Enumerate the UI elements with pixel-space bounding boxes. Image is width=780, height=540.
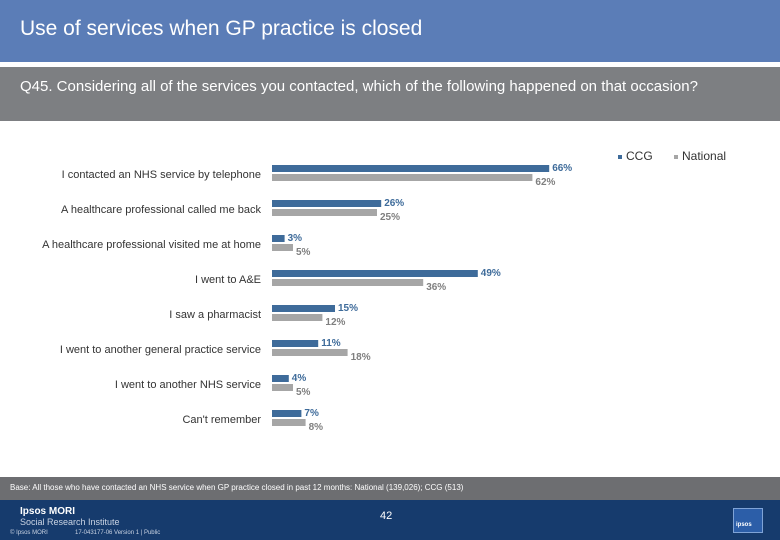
data-label-national: 62% [535,177,555,188]
data-label-ccg: 26% [384,198,404,209]
category-label: A healthcare professional visited me at … [42,239,261,251]
title-bar: Use of services when GP practice is clos… [0,0,780,62]
base-bar: Base: All those who have contacted an NH… [0,477,780,500]
data-label-ccg: 4% [292,373,307,384]
bar-national [272,174,533,181]
bar-ccg [272,200,382,207]
data-label-ccg: 3% [288,233,303,244]
data-label-ccg: 7% [304,408,319,419]
bar-chart: I contacted an NHS service by telephone 6… [42,163,572,433]
data-label-ccg: 11% [321,338,341,349]
data-label-national: 12% [325,317,345,328]
question-bar: Q45. Considering all of the services you… [0,67,780,121]
category-label: I contacted an NHS service by telephone [62,169,261,181]
bar-ccg [272,375,289,382]
bar-ccg [272,410,302,417]
category-label: Can't remember [182,414,261,426]
logo-text: ipsos [736,522,752,528]
bar-national [272,209,377,216]
category-label: I went to A&E [195,274,261,286]
legend-label-ccg: CCG [626,149,653,163]
bar-national [272,279,424,286]
bar-national [272,349,348,356]
bar-national [272,384,293,391]
legend-item-national: National [674,149,726,163]
data-label-national: 18% [351,352,371,363]
brand-subtitle: Social Research Institute [20,517,120,527]
bar-ccg [272,305,335,312]
bar-ccg [272,270,478,277]
data-label-ccg: 66% [552,163,572,174]
bar-national [272,314,323,321]
brand-name: Ipsos MORI [20,506,76,517]
page-number: 42 [380,510,393,522]
legend-item-ccg: CCG [618,149,653,163]
footer: Ipsos MORI Social Research Institute © I… [0,500,780,540]
data-label-ccg: 15% [338,303,358,314]
ipsos-logo: ipsos [733,508,763,533]
bar-ccg [272,165,550,172]
base-note: Base: All those who have contacted an NH… [10,483,464,492]
data-label-national: 8% [309,422,324,433]
bar-ccg [272,235,285,242]
legend-label-national: National [682,149,727,163]
question-text: Q45. Considering all of the services you… [20,78,698,95]
bar-national [272,244,293,251]
job-reference: 17-043177-06 Version 1 | Public [75,530,161,536]
data-label-national: 5% [296,247,311,258]
category-label: I saw a pharmacist [169,309,261,321]
category-label: I went to another NHS service [115,379,261,391]
copyright-text: © Ipsos MORI [10,530,48,536]
category-label: I went to another general practice servi… [60,344,261,356]
data-label-ccg: 49% [481,268,501,279]
bar-national [272,419,306,426]
bar-ccg [272,340,319,347]
data-label-national: 5% [296,387,311,398]
legend-swatch-ccg [618,154,622,159]
data-label-national: 36% [426,282,446,293]
slide-title: Use of services when GP practice is clos… [20,17,423,40]
category-label: A healthcare professional called me back [61,204,261,216]
data-label-national: 25% [380,212,400,223]
legend-swatch-national [674,154,678,159]
